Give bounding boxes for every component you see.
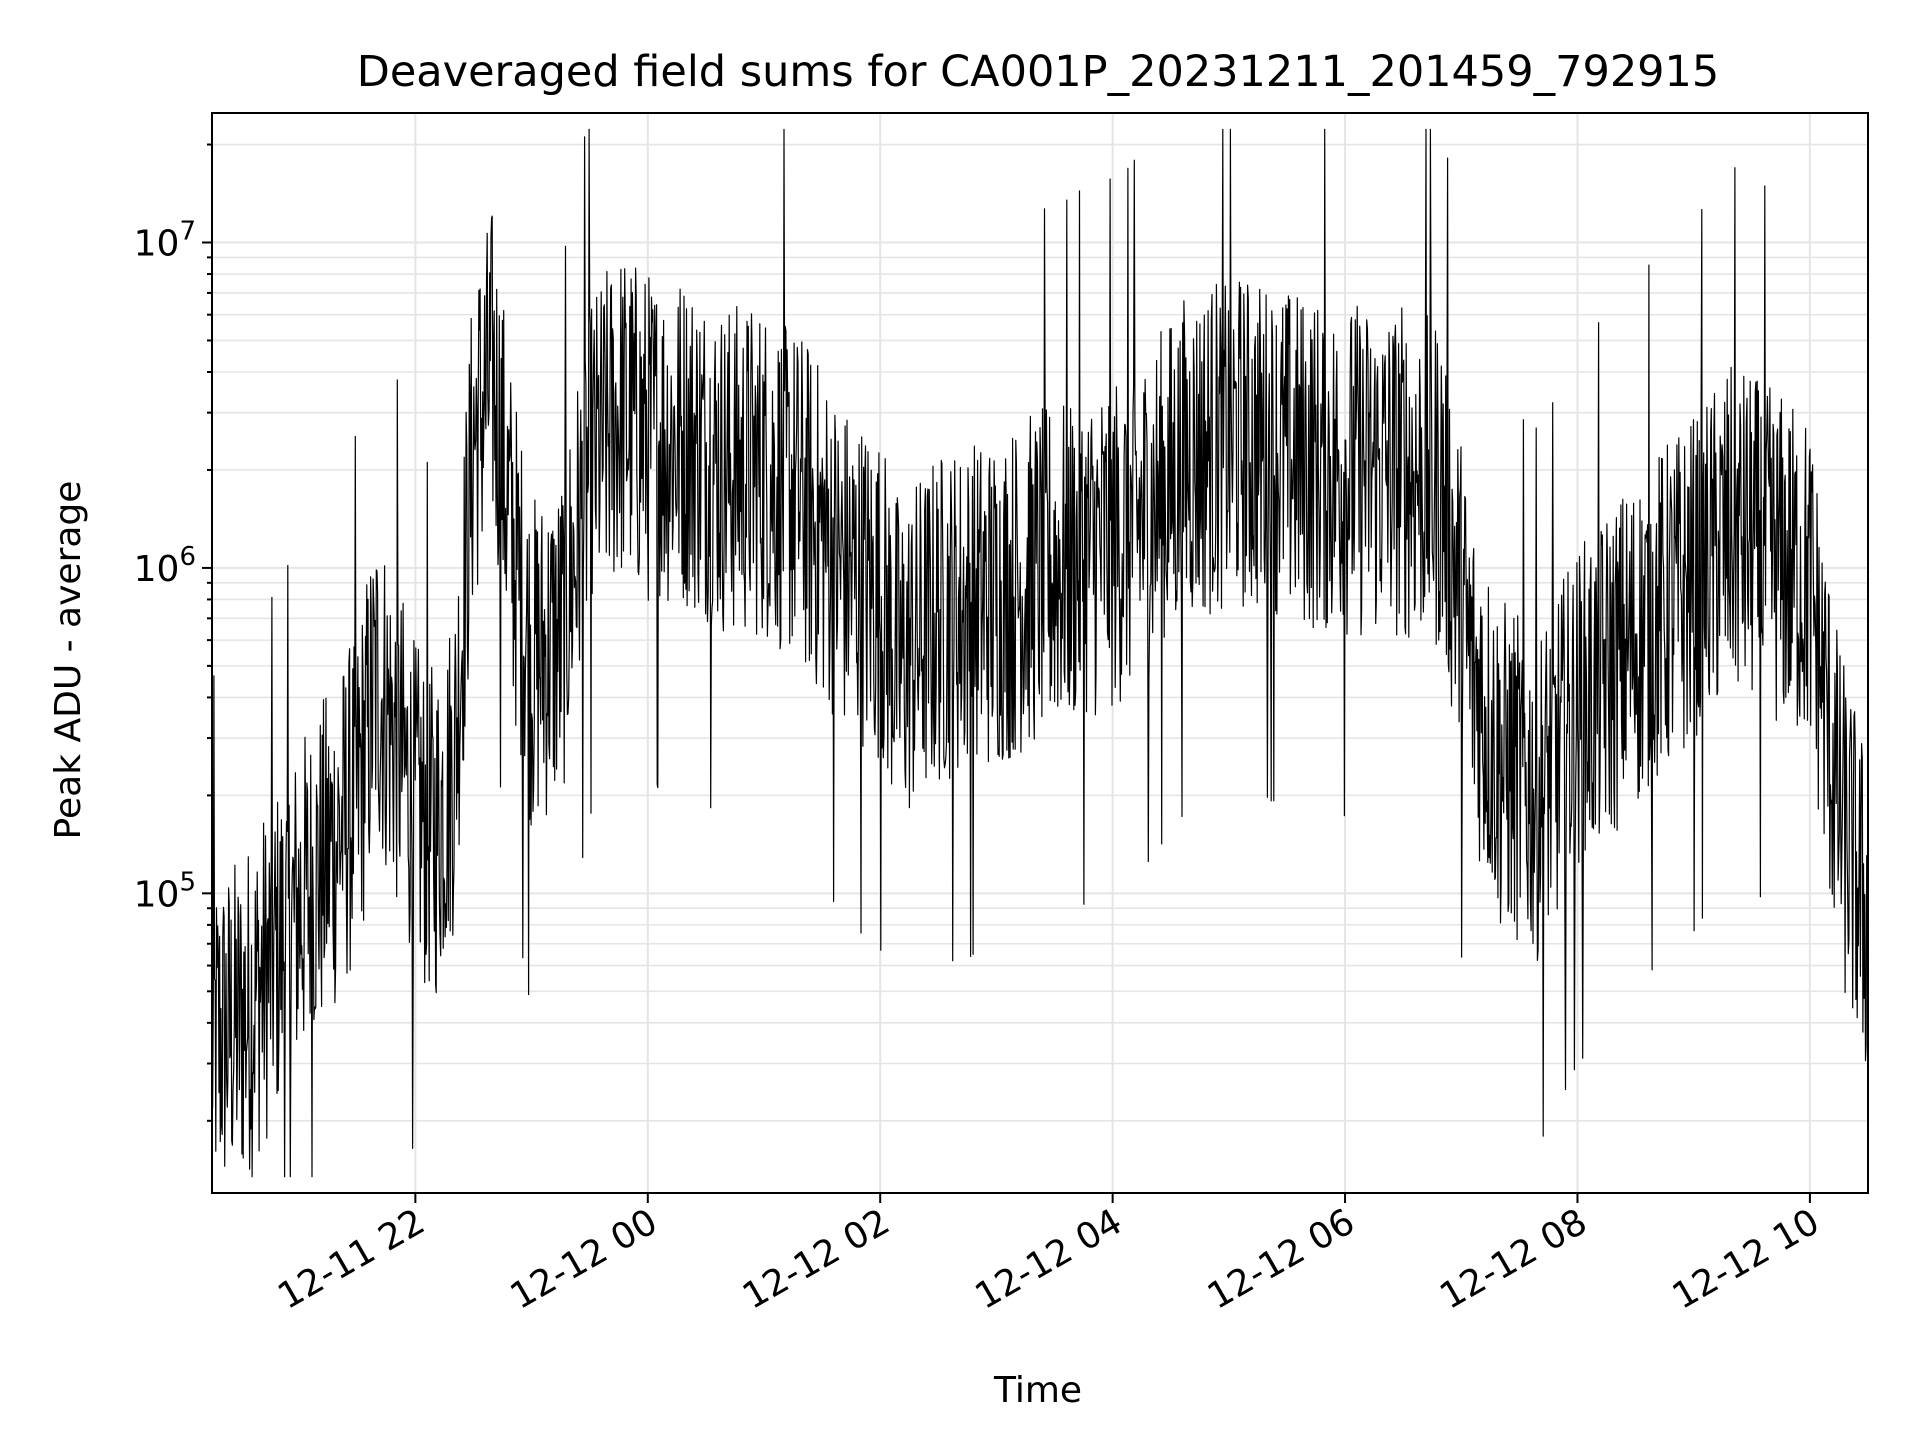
plot-frame [211,112,1869,1194]
x-axis-label: Time [993,1370,1082,1411]
y-tick-label: 105 [134,867,196,915]
series-line [211,128,1869,1178]
plot-area [211,128,1869,1178]
chart-title: Deaveraged field sums for CA001P_2023121… [357,47,1720,97]
y-tick-label: 107 [134,216,196,264]
y-axis-label: Peak ADU - average [48,481,89,840]
y-tick-label: 106 [134,542,196,590]
y-axis: 105 106 107 [134,143,212,1122]
